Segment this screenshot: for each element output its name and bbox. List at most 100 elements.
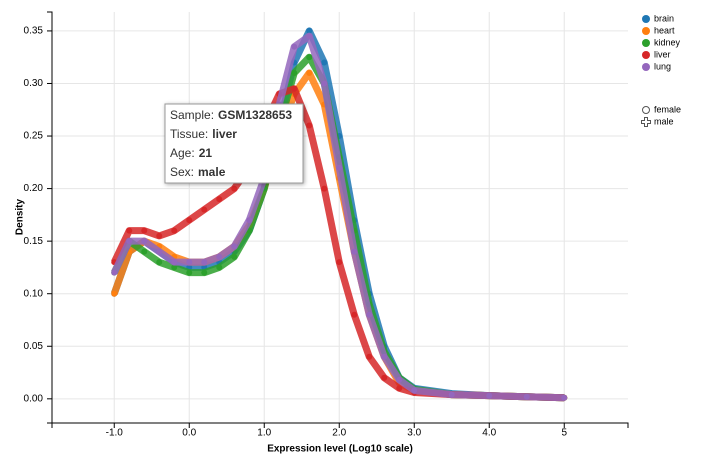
point — [336, 164, 343, 171]
point — [216, 196, 223, 203]
point — [306, 54, 313, 61]
tooltip-row: Tissue: liver — [170, 127, 237, 141]
legend-swatch — [642, 51, 650, 59]
legend-swatch — [642, 27, 650, 35]
x-tick-label: 1.0 — [257, 428, 271, 439]
legend-label: brain — [654, 13, 674, 23]
tooltip-value: GSM1328653 — [218, 108, 292, 122]
point — [231, 185, 238, 192]
x-tick-label: 3.0 — [407, 428, 421, 439]
point — [306, 27, 313, 34]
grid — [52, 12, 628, 423]
point — [291, 85, 298, 92]
legend-swatch — [642, 15, 650, 23]
point — [141, 238, 148, 245]
point — [366, 353, 373, 360]
point — [306, 69, 313, 76]
x-tick-label: 4.0 — [482, 428, 496, 439]
y-tick-label: 0.05 — [24, 341, 44, 352]
point — [126, 227, 133, 234]
point — [231, 253, 238, 260]
point — [171, 264, 178, 271]
point — [216, 264, 223, 271]
tooltip-label: Sample: — [170, 108, 214, 122]
point — [186, 269, 193, 276]
point — [141, 248, 148, 255]
point — [111, 290, 118, 297]
point — [321, 80, 328, 87]
y-tick-label: 0.35 — [24, 26, 44, 37]
legend-label: male — [654, 116, 674, 126]
point — [201, 206, 208, 213]
point — [366, 311, 373, 318]
x-axis — [51, 422, 629, 428]
legend-label: liver — [654, 49, 671, 59]
legend-label: heart — [654, 25, 675, 35]
point — [411, 387, 418, 394]
tooltip-box — [164, 103, 304, 184]
point — [156, 259, 163, 266]
y-axis — [47, 11, 53, 424]
point — [351, 311, 358, 318]
point — [351, 248, 358, 255]
point — [523, 393, 530, 400]
point — [448, 391, 455, 398]
point — [171, 227, 178, 234]
y-tick-label: 0.25 — [24, 131, 44, 142]
x-tick-label: -1.0 — [106, 428, 124, 439]
point — [111, 269, 118, 276]
point — [171, 259, 178, 266]
point — [291, 69, 298, 76]
legend-swatch — [642, 63, 650, 71]
legend-shape — [641, 117, 651, 127]
point — [186, 217, 193, 224]
legend-label: kidney — [654, 37, 681, 47]
point — [141, 227, 148, 234]
x-tick-label: 0.0 — [182, 428, 196, 439]
point — [321, 59, 328, 66]
y-axis-title: Density — [15, 199, 26, 236]
point — [306, 122, 313, 129]
point — [126, 238, 133, 245]
point — [561, 394, 568, 401]
point — [396, 376, 403, 383]
y-tick-label: 0.10 — [24, 288, 44, 299]
legend-label: lung — [654, 61, 671, 71]
point — [186, 259, 193, 266]
point — [231, 243, 238, 250]
tooltip: Sample: GSM1328653 Tissue: liver Age: 21 Sex: m… — [164, 103, 304, 184]
point — [306, 33, 313, 40]
y-tick-label: 0.00 — [24, 393, 44, 404]
y-tick-label: 0.20 — [24, 183, 44, 194]
tooltip-row: Sex: male — [170, 165, 226, 179]
point — [381, 374, 388, 381]
point — [246, 217, 253, 224]
legend-shape — [642, 106, 650, 114]
y-tick-label: 0.30 — [24, 78, 44, 89]
point — [156, 232, 163, 239]
legend: brain heart kidney liver lung female male — [641, 13, 681, 127]
point — [201, 259, 208, 266]
axes: 0.00 0.05 0.10 0.15 0.20 0.25 0.30 0.35 -1.0 0.0 1… — [24, 11, 629, 439]
tooltip-label: Tissue: — [170, 127, 208, 141]
tooltip-value: male — [198, 165, 226, 179]
tooltip-label: Age: — [170, 146, 195, 160]
tooltip-value: liver — [212, 127, 237, 141]
y-tick-label: 0.15 — [24, 236, 44, 247]
point — [201, 269, 208, 276]
point — [336, 259, 343, 266]
point — [486, 392, 493, 399]
point — [381, 353, 388, 360]
point — [216, 253, 223, 260]
x-tick-label: 5 — [561, 428, 567, 439]
legend-label: female — [654, 104, 681, 114]
x-tick-label: 2.0 — [332, 428, 346, 439]
plot-area — [110, 27, 568, 402]
point — [291, 43, 298, 50]
x-axis-title: Expression level (Log10 scale) — [267, 444, 413, 455]
tooltip-label: Sex: — [170, 165, 194, 179]
tooltip-row: Sample: GSM1328653 — [170, 108, 292, 122]
tooltip-row: Age: 21 — [170, 146, 212, 160]
tooltip-value: 21 — [199, 146, 213, 160]
